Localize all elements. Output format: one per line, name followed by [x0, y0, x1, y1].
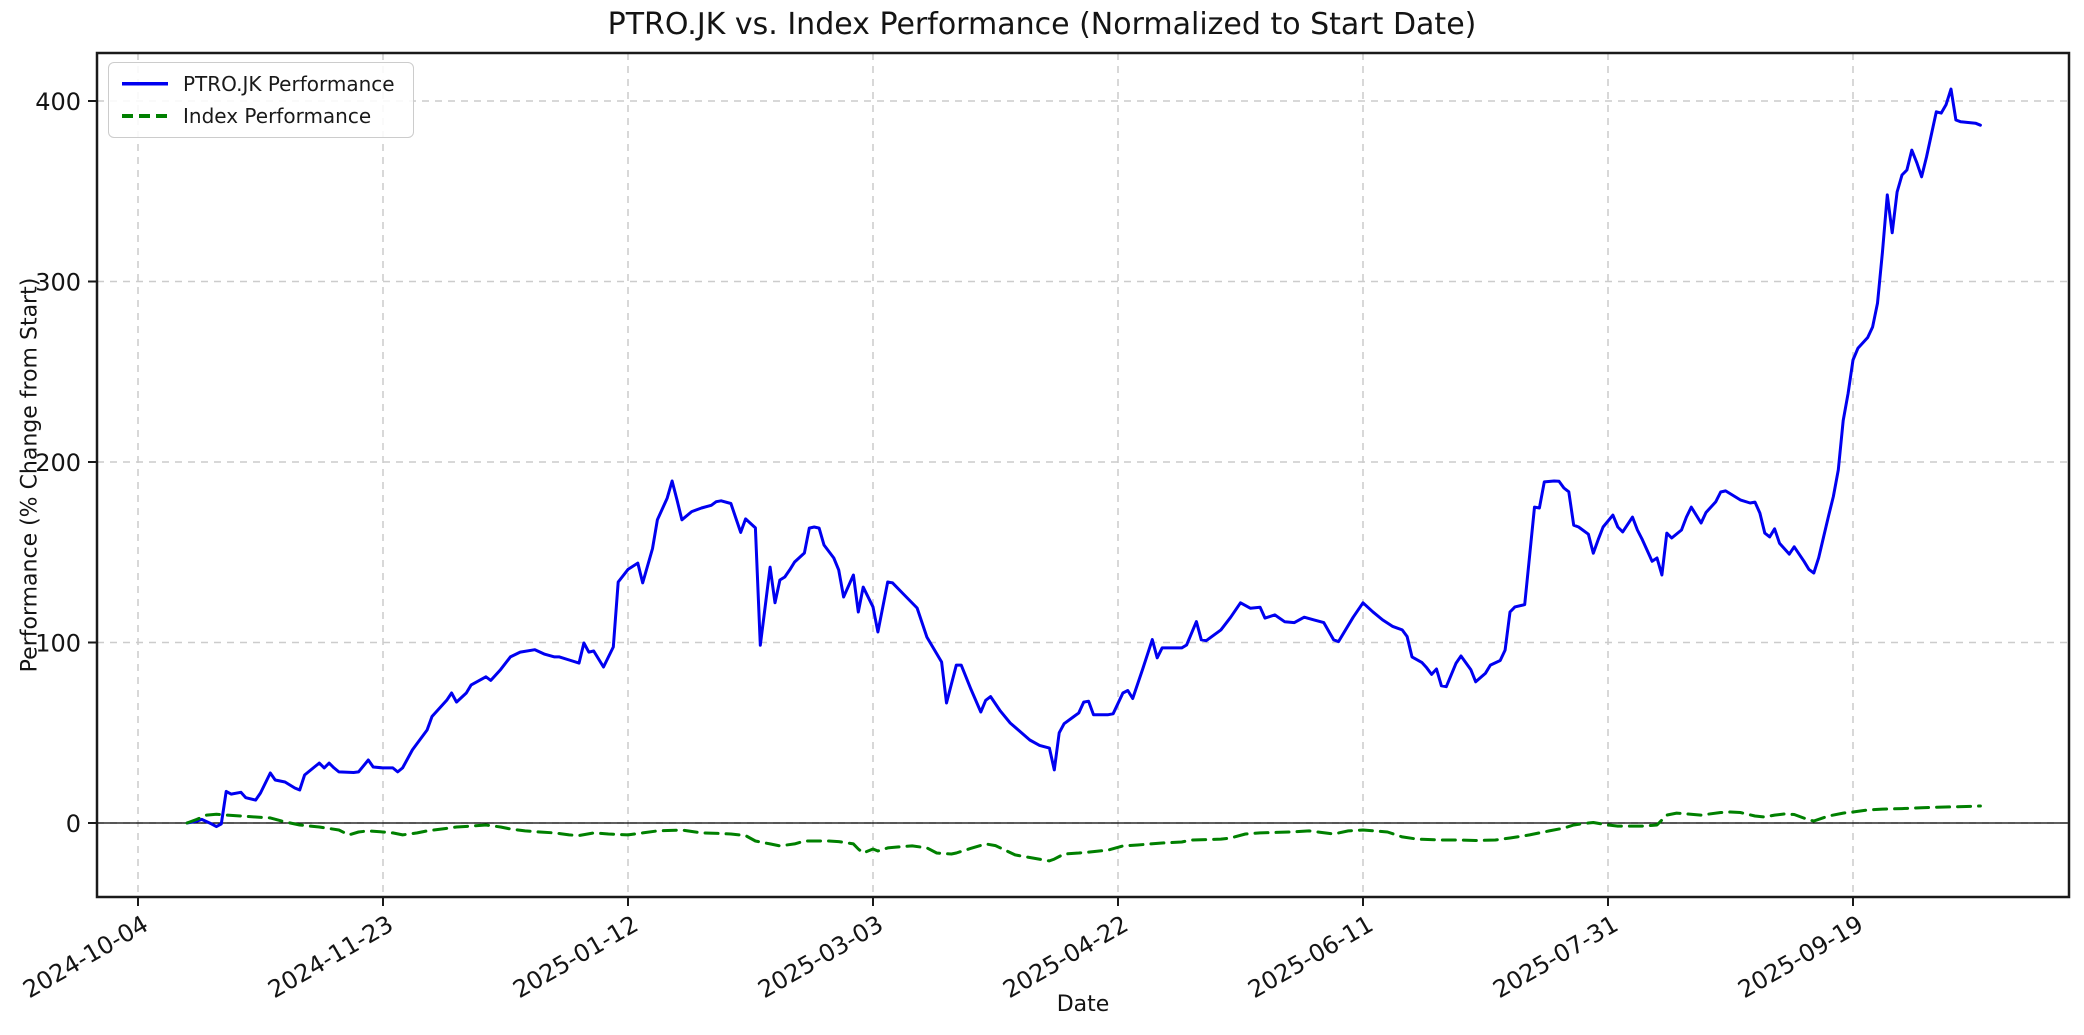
legend-label-ptro: PTRO.JK Performance — [183, 72, 395, 96]
series-line-0 — [185, 87, 1982, 829]
legend-label-index: Index Performance — [183, 104, 372, 128]
y-tick-label: 200 — [35, 449, 81, 477]
plot-border — [95, 51, 2071, 899]
x-tick-label: 2024-11-23 — [263, 910, 398, 1004]
x-tick-label: 2024-10-04 — [18, 910, 153, 1004]
legend: PTRO.JK Performance Index Performance — [108, 62, 414, 138]
x-tick-label: 2025-06-11 — [1243, 910, 1378, 1004]
index-line-sample-icon — [122, 114, 168, 118]
series-line-1 — [185, 804, 1982, 863]
y-tick-label: 300 — [35, 269, 81, 297]
x-tick-label: 2025-09-19 — [1733, 910, 1868, 1004]
x-axis-label: Date — [1056, 992, 1110, 1017]
legend-item-ptro: PTRO.JK Performance — [122, 72, 395, 96]
y-tick-label: 0 — [66, 810, 81, 838]
chart-title: PTRO.JK vs. Index Performance (Normalize… — [607, 7, 1477, 42]
ptro-line-sample-icon — [122, 82, 168, 86]
x-tick-label: 2025-07-31 — [1488, 910, 1623, 1004]
x-tick-label: 2025-01-12 — [508, 910, 643, 1004]
x-tick-label: 2025-04-22 — [998, 910, 1133, 1004]
legend-item-index: Index Performance — [122, 104, 395, 128]
y-tick-label: 100 — [35, 630, 81, 658]
y-tick-label: 400 — [35, 88, 81, 116]
x-tick-label: 2025-03-03 — [753, 910, 888, 1004]
y-axis-label: Performance (% Change from Start) — [17, 277, 43, 673]
